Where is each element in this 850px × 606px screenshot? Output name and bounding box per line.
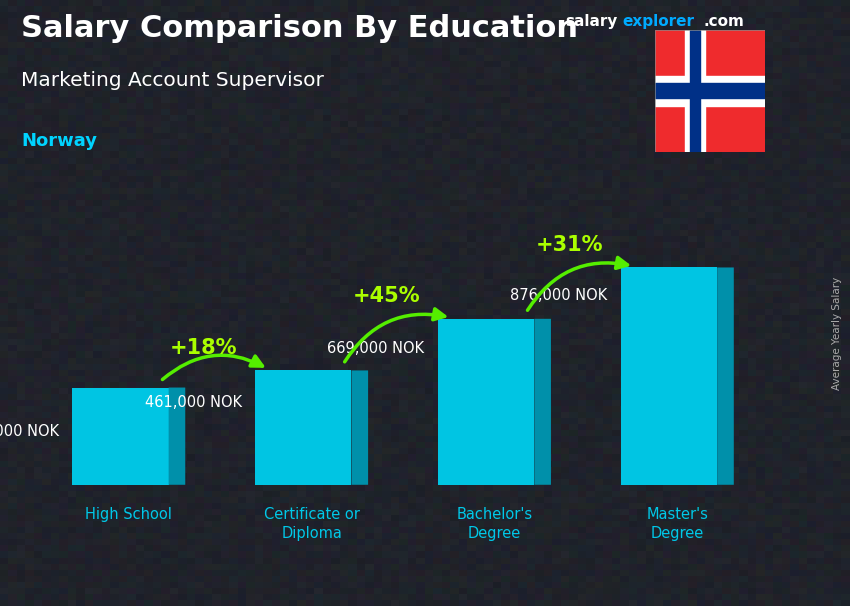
- Bar: [72, 388, 168, 485]
- Bar: [654, 84, 765, 98]
- Text: +31%: +31%: [536, 235, 603, 255]
- Bar: [689, 30, 700, 152]
- Text: salary: salary: [565, 13, 618, 28]
- Text: 876,000 NOK: 876,000 NOK: [510, 288, 608, 303]
- Text: explorer: explorer: [622, 13, 694, 28]
- Text: Bachelor's
Degree: Bachelor's Degree: [456, 507, 532, 541]
- Bar: [255, 370, 352, 485]
- Text: Marketing Account Supervisor: Marketing Account Supervisor: [21, 72, 324, 90]
- Text: Norway: Norway: [21, 132, 97, 150]
- Text: 461,000 NOK: 461,000 NOK: [144, 395, 241, 410]
- Bar: [620, 267, 717, 485]
- Polygon shape: [535, 319, 551, 485]
- Text: Master's
Degree: Master's Degree: [646, 507, 708, 541]
- Text: +18%: +18%: [170, 338, 237, 358]
- Text: Salary Comparison By Education: Salary Comparison By Education: [21, 13, 578, 42]
- Text: Certificate or
Diploma: Certificate or Diploma: [264, 507, 360, 541]
- Polygon shape: [717, 267, 734, 485]
- Text: .com: .com: [704, 13, 745, 28]
- Bar: [438, 319, 535, 485]
- Bar: [684, 30, 705, 152]
- Text: 392,000 NOK: 392,000 NOK: [0, 424, 59, 439]
- Text: 669,000 NOK: 669,000 NOK: [327, 341, 425, 356]
- Text: +45%: +45%: [353, 287, 420, 307]
- Polygon shape: [352, 370, 368, 485]
- Polygon shape: [168, 387, 185, 485]
- Bar: [654, 76, 765, 106]
- Text: Average Yearly Salary: Average Yearly Salary: [832, 277, 842, 390]
- Text: High School: High School: [85, 507, 173, 522]
